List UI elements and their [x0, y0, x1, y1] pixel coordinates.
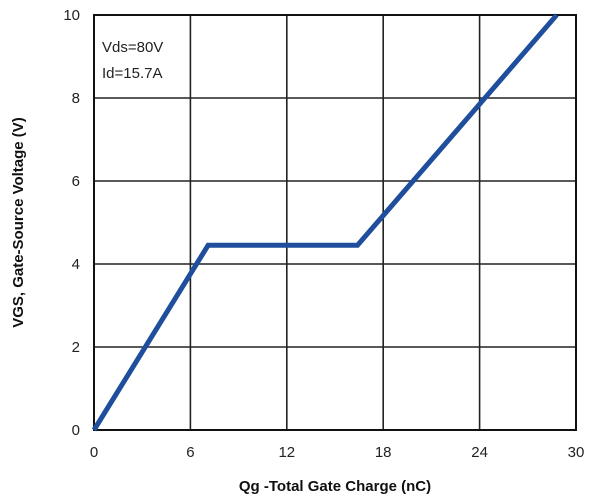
x-tick-label: 6	[186, 444, 194, 461]
y-axis-label: VGS, Gate-Source Voltage (V)	[10, 117, 27, 328]
annotation-id: Id=15.7A	[102, 65, 162, 82]
x-tick-label: 0	[90, 444, 98, 461]
x-tick-label: 30	[568, 444, 585, 461]
y-tick-label: 0	[72, 422, 80, 439]
series-layer	[91, 13, 559, 432]
series-line	[91, 13, 559, 432]
y-tick-label: 10	[63, 7, 80, 24]
y-tick-label: 4	[72, 256, 80, 273]
y-tick-label: 6	[72, 173, 80, 190]
x-axis-label: Qg -Total Gate Charge (nC)	[239, 478, 431, 495]
y-tick-label: 8	[72, 90, 80, 107]
x-tick-label: 12	[278, 444, 295, 461]
x-tick-label: 18	[375, 444, 392, 461]
y-tick-label: 2	[72, 339, 80, 356]
x-tick-label: 24	[471, 444, 488, 461]
grid-lines	[94, 15, 576, 430]
plot-frame	[93, 14, 577, 431]
annotation-vds: Vds=80V	[102, 39, 163, 56]
